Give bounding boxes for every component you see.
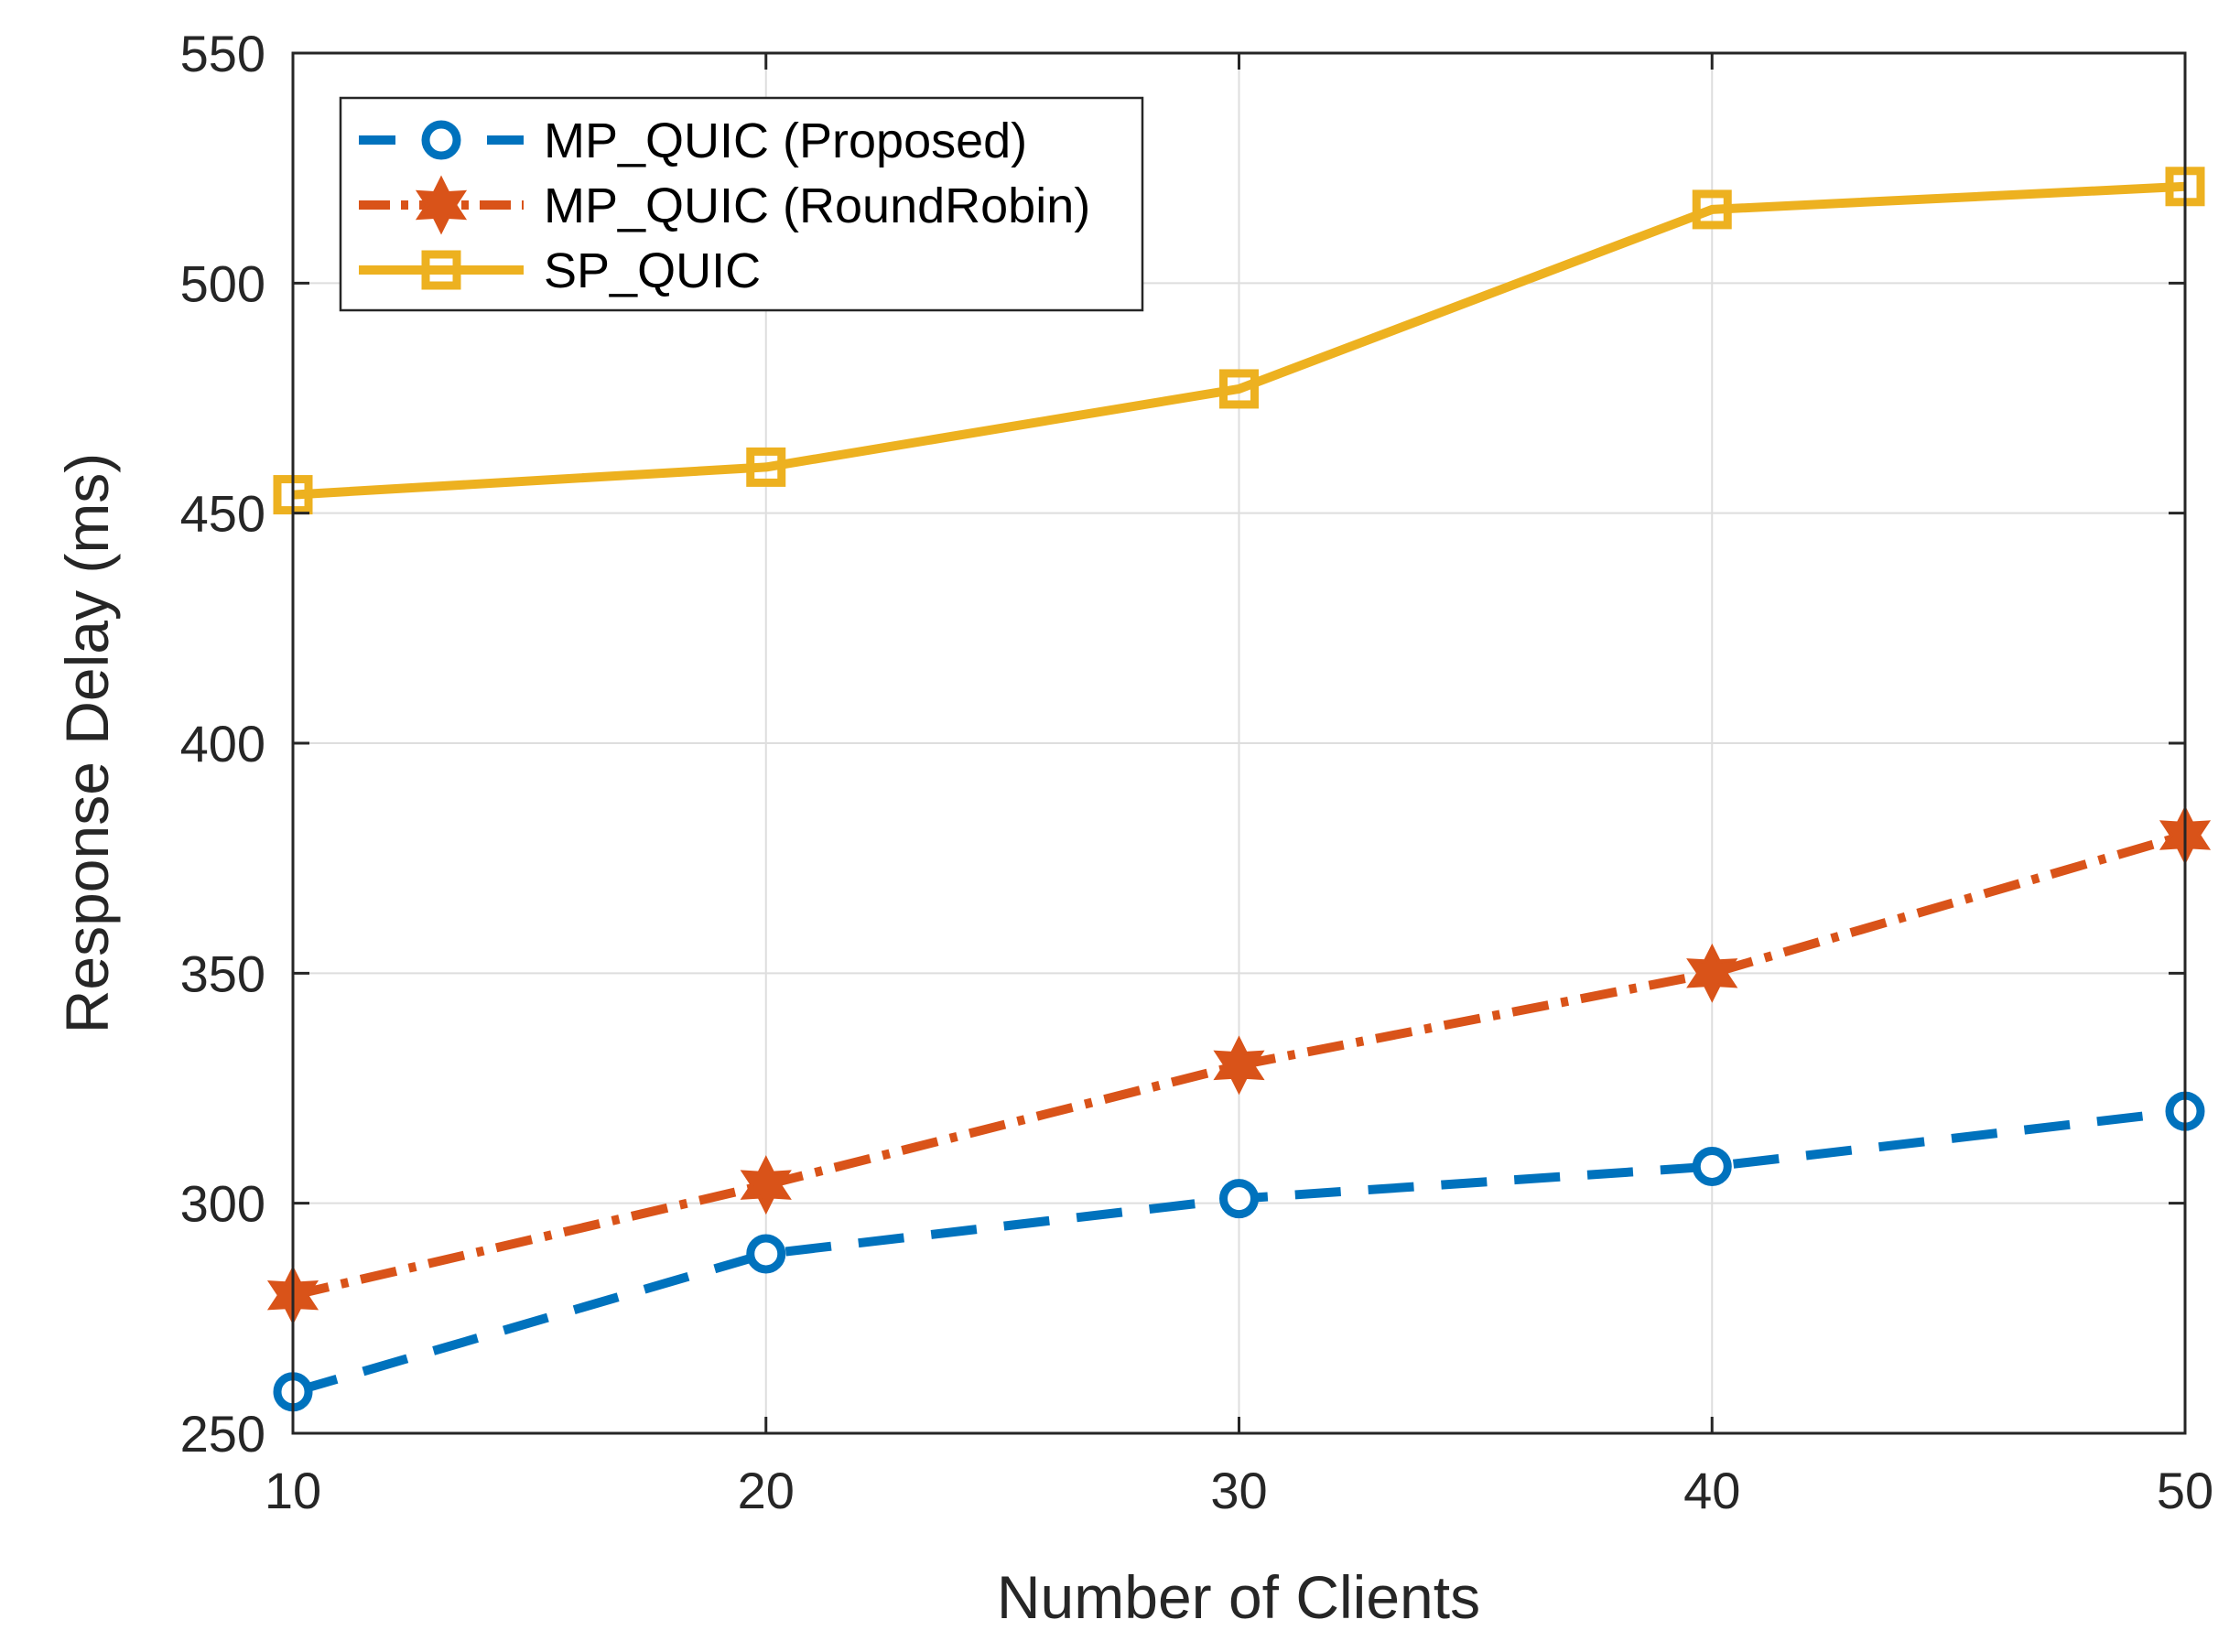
x-tick-label: 40 <box>1683 1462 1740 1519</box>
legend-label-3: SP_QUIC <box>544 243 761 298</box>
ticks <box>291 51 2187 1435</box>
series-1 <box>273 1091 2205 1412</box>
data-point <box>1692 189 1732 230</box>
data-point <box>1692 1146 1732 1186</box>
x-axis-title: Number of Clients <box>997 1563 1480 1631</box>
x-tick-label: 50 <box>2157 1462 2213 1519</box>
y-tick-label: 350 <box>180 945 265 1002</box>
legend-label-1: MP_QUIC (Proposed) <box>544 113 1027 168</box>
data-point <box>746 1234 786 1274</box>
data-point <box>1686 943 1738 1003</box>
data-point <box>1219 1179 1259 1219</box>
data-point <box>1213 1035 1265 1096</box>
y-tick-label: 500 <box>180 254 265 312</box>
legend-marker-1 <box>421 120 461 160</box>
x-tick-label: 20 <box>738 1462 795 1519</box>
y-axis-title: Response Delay (ms) <box>53 453 121 1034</box>
series-line <box>291 830 2187 1301</box>
x-tick-label: 30 <box>1210 1462 1267 1519</box>
y-tick-label: 300 <box>180 1175 265 1233</box>
data-point <box>740 1155 792 1215</box>
y-tick-label: 450 <box>180 485 265 543</box>
tick-labels: 10 20 30 40 50 250 300 350 400 450 500 550 <box>180 25 2214 1519</box>
legend-box <box>339 96 1144 312</box>
y-tick-label: 250 <box>180 1405 265 1463</box>
y-tick-label: 550 <box>180 25 265 82</box>
x-tick-label: 10 <box>265 1462 321 1519</box>
legend-marker-3 <box>421 250 461 290</box>
series-line <box>292 181 2186 500</box>
legend-marker-2 <box>415 175 468 235</box>
data-point <box>1219 369 1259 409</box>
legend-label-2: MP_QUIC (RoundRobin) <box>544 178 1090 233</box>
legend: MP_QUIC (Proposed) MP_QUIC (RoundRobin) SP… <box>339 96 1144 312</box>
data-point <box>746 447 786 487</box>
y-tick-label: 400 <box>180 715 265 772</box>
